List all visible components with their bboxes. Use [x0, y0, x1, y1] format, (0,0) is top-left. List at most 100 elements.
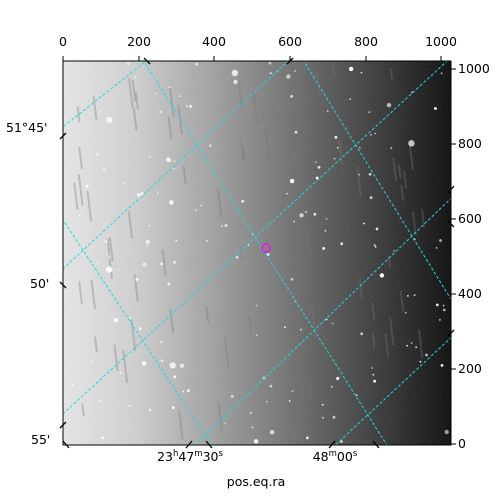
star	[439, 239, 442, 242]
streak	[308, 380, 312, 398]
star	[336, 376, 340, 380]
star	[369, 196, 373, 200]
star	[433, 107, 437, 110]
star	[439, 319, 441, 321]
star	[336, 146, 339, 149]
star	[269, 384, 273, 388]
star	[300, 328, 302, 331]
star	[123, 182, 126, 185]
streak	[113, 344, 119, 371]
streak	[412, 211, 417, 236]
star	[138, 327, 142, 331]
star	[442, 308, 446, 312]
star	[68, 163, 71, 166]
right-tick-label: 600	[458, 211, 482, 226]
star	[233, 79, 238, 85]
ra-tick-label: 48m00s	[312, 449, 358, 464]
star	[168, 86, 171, 89]
star	[241, 199, 245, 203]
streak	[305, 230, 311, 260]
star	[160, 262, 164, 266]
star	[85, 184, 89, 188]
star	[299, 213, 304, 218]
star	[145, 239, 150, 245]
star	[105, 266, 113, 273]
star	[324, 230, 327, 232]
streak	[332, 64, 336, 77]
star	[313, 212, 317, 216]
star	[186, 105, 188, 107]
star	[370, 133, 372, 136]
streak	[371, 302, 376, 320]
star	[102, 168, 106, 172]
star	[348, 66, 354, 72]
star	[349, 98, 352, 101]
star	[334, 136, 338, 139]
star	[375, 227, 379, 231]
star	[306, 436, 309, 440]
top-tick-label: 800	[354, 34, 378, 49]
star	[160, 341, 163, 343]
star	[173, 261, 176, 264]
star	[440, 364, 444, 367]
streak	[316, 71, 321, 97]
star	[167, 282, 171, 286]
star	[141, 361, 147, 366]
star	[157, 192, 159, 195]
streak	[73, 182, 79, 210]
dec-tick-label: 51°45'	[6, 120, 48, 135]
streak	[128, 78, 134, 108]
star	[231, 69, 239, 77]
streak	[238, 81, 243, 108]
star	[325, 218, 328, 220]
top-tick-label: 0	[59, 34, 67, 49]
star	[224, 422, 227, 425]
streak	[408, 144, 414, 171]
star	[200, 204, 202, 207]
streak	[389, 68, 394, 81]
star	[268, 61, 272, 65]
star	[253, 439, 259, 444]
star	[160, 359, 164, 363]
right-tick-label: 1000	[458, 61, 490, 76]
right-tick-label: 0	[458, 436, 466, 451]
star	[249, 411, 252, 414]
star	[333, 157, 336, 160]
top-tick-label: 200	[127, 34, 151, 49]
streak	[76, 106, 81, 123]
star	[314, 161, 317, 163]
star	[444, 429, 449, 435]
star	[386, 102, 392, 108]
streak	[398, 164, 402, 179]
streak	[242, 146, 246, 160]
star	[148, 408, 152, 412]
star	[230, 395, 234, 398]
star	[286, 192, 288, 195]
star	[340, 440, 343, 443]
star	[90, 359, 93, 362]
star	[266, 253, 270, 256]
right-axis-ticks	[451, 68, 456, 445]
streak	[178, 410, 184, 440]
star	[290, 277, 294, 281]
star	[134, 76, 137, 78]
star	[290, 95, 293, 98]
streak	[358, 278, 363, 300]
star	[330, 385, 333, 388]
astro-image	[63, 61, 451, 445]
star	[269, 72, 272, 75]
star	[408, 140, 415, 147]
streak	[418, 329, 424, 359]
star	[284, 326, 286, 328]
streak	[400, 184, 405, 202]
star	[128, 405, 131, 407]
star	[368, 111, 371, 113]
star	[173, 160, 176, 163]
streak	[106, 238, 111, 256]
star	[96, 153, 98, 156]
star	[368, 172, 372, 176]
star	[374, 132, 377, 135]
dec-tick-label: 55'	[31, 432, 51, 447]
streak	[281, 390, 286, 407]
